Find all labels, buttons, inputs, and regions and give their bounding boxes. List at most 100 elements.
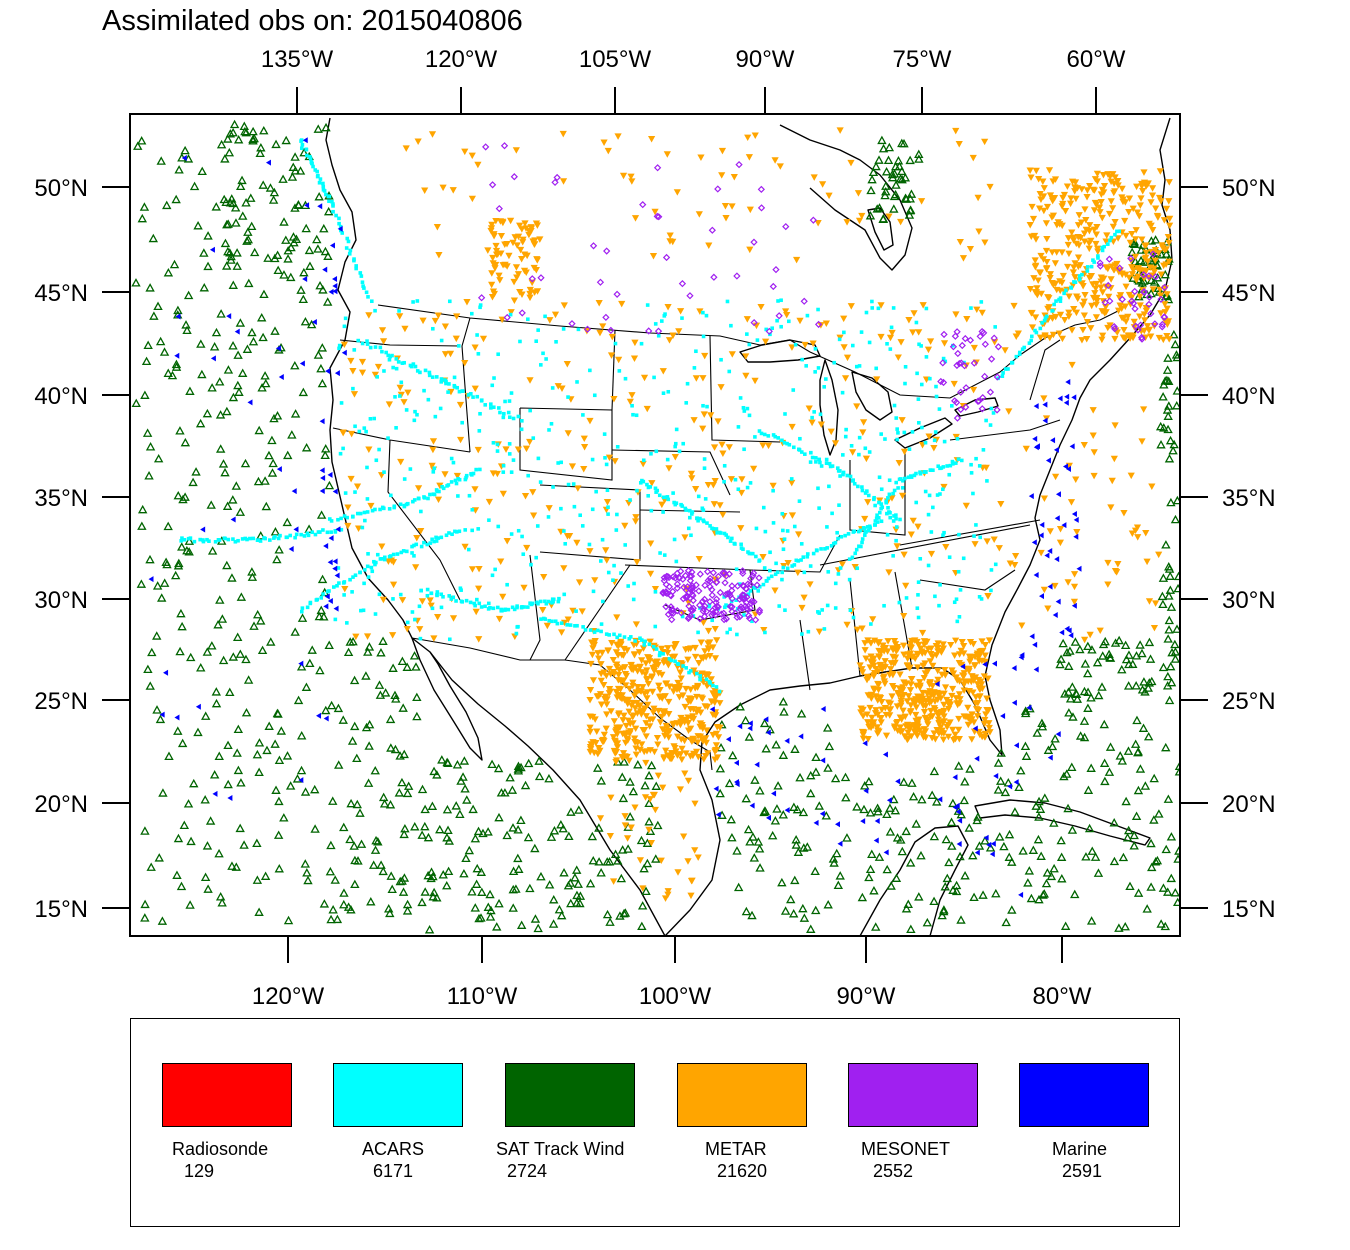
acars-marker bbox=[727, 369, 732, 374]
acars-marker bbox=[690, 512, 694, 516]
sat-track-wind-marker bbox=[1139, 677, 1149, 686]
metar-marker bbox=[937, 708, 946, 716]
mesonet-marker bbox=[686, 585, 694, 593]
mesonet-marker bbox=[726, 602, 735, 611]
acars-marker bbox=[489, 406, 493, 410]
mesonet-marker bbox=[728, 603, 736, 611]
sat-track-wind-marker bbox=[316, 605, 326, 615]
legend-label: Radiosonde bbox=[172, 1139, 269, 1159]
metar-marker bbox=[805, 405, 813, 413]
acars-marker bbox=[652, 375, 656, 380]
sat-track-wind-marker bbox=[363, 647, 373, 656]
acars-marker bbox=[649, 451, 653, 456]
metar-marker bbox=[930, 730, 938, 737]
metar-marker bbox=[941, 684, 950, 691]
metar-marker bbox=[1081, 636, 1089, 644]
sat-track-wind-marker bbox=[290, 627, 300, 636]
sat-track-wind-marker bbox=[1146, 882, 1156, 891]
acars-marker bbox=[654, 449, 659, 454]
acars-marker bbox=[378, 345, 383, 350]
metar-marker bbox=[428, 462, 436, 470]
sat-track-wind-marker bbox=[312, 234, 322, 244]
metar-marker bbox=[643, 667, 651, 674]
acars-marker bbox=[933, 430, 938, 434]
metar-marker bbox=[434, 312, 442, 319]
metar-marker bbox=[1018, 622, 1026, 629]
mesonet-marker bbox=[978, 405, 986, 413]
metar-marker bbox=[1043, 235, 1051, 243]
metar-marker bbox=[412, 564, 420, 571]
acars-marker bbox=[423, 368, 428, 373]
acars-marker bbox=[430, 537, 434, 542]
sat-track-wind-marker bbox=[859, 804, 869, 814]
acars-marker bbox=[988, 423, 993, 427]
acars-marker bbox=[510, 605, 515, 610]
metar-marker bbox=[673, 189, 681, 196]
sat-track-wind-marker bbox=[905, 858, 916, 867]
sat-track-wind-marker bbox=[917, 794, 927, 804]
metar-marker bbox=[578, 608, 586, 615]
acars-marker bbox=[910, 430, 915, 434]
metar-marker bbox=[919, 730, 927, 738]
acars-marker bbox=[916, 580, 921, 584]
acars-marker bbox=[425, 593, 430, 598]
sat-track-wind-marker bbox=[530, 843, 540, 853]
marine-marker bbox=[1066, 465, 1072, 472]
acars-marker bbox=[825, 546, 830, 550]
sat-track-wind-marker bbox=[740, 715, 751, 725]
metar-marker bbox=[575, 579, 584, 586]
sat-track-wind-marker bbox=[899, 777, 909, 786]
sat-track-wind-marker bbox=[199, 248, 209, 257]
acars-marker bbox=[902, 430, 907, 435]
acars-marker bbox=[671, 491, 675, 495]
acars-marker bbox=[308, 155, 312, 159]
acars-marker bbox=[681, 441, 686, 446]
acars-marker bbox=[859, 544, 863, 549]
metar-marker bbox=[607, 708, 615, 715]
metar-marker bbox=[1043, 203, 1052, 211]
metar-marker bbox=[697, 639, 705, 647]
sat-track-wind-marker bbox=[824, 741, 835, 751]
sat-track-wind-marker bbox=[143, 664, 153, 674]
acars-marker bbox=[855, 566, 860, 571]
metar-marker bbox=[1079, 282, 1087, 290]
sat-track-wind-marker bbox=[191, 467, 201, 476]
metar-marker bbox=[619, 652, 628, 659]
metar-marker bbox=[840, 315, 848, 323]
metar-marker bbox=[1026, 286, 1035, 293]
mesonet-marker bbox=[692, 581, 700, 589]
mesonet-marker bbox=[957, 405, 965, 414]
metar-marker bbox=[867, 658, 875, 665]
acars-marker bbox=[363, 518, 367, 523]
sat-track-wind-marker bbox=[185, 900, 195, 909]
acars-marker bbox=[841, 470, 846, 475]
sat-track-wind-marker bbox=[1075, 731, 1086, 740]
acars-marker bbox=[373, 345, 378, 349]
acars-marker bbox=[978, 535, 982, 540]
sat-track-wind-marker bbox=[619, 757, 629, 766]
acars-marker bbox=[746, 592, 751, 597]
sat-track-wind-marker bbox=[216, 139, 227, 149]
metar-marker bbox=[888, 682, 897, 690]
metar-marker bbox=[692, 486, 700, 493]
acars-marker bbox=[588, 628, 593, 632]
metar-marker bbox=[976, 686, 984, 693]
metar-marker bbox=[952, 127, 960, 135]
metar-marker bbox=[900, 612, 908, 620]
metar-marker bbox=[952, 674, 960, 681]
acars-marker bbox=[891, 491, 895, 496]
acars-marker bbox=[324, 192, 328, 197]
acars-marker bbox=[373, 562, 377, 567]
marine-marker bbox=[886, 797, 892, 804]
acars-marker bbox=[550, 386, 555, 390]
sat-track-wind-marker bbox=[1123, 746, 1134, 755]
acars-marker bbox=[787, 442, 792, 447]
sat-track-wind-marker bbox=[914, 892, 924, 901]
acars-marker bbox=[359, 608, 363, 613]
metar-marker bbox=[503, 241, 511, 248]
metar-marker bbox=[664, 888, 672, 895]
metar-marker bbox=[1166, 222, 1174, 230]
metar-marker bbox=[489, 288, 498, 296]
acars-marker bbox=[700, 506, 705, 511]
sat-track-wind-marker bbox=[1120, 640, 1131, 650]
